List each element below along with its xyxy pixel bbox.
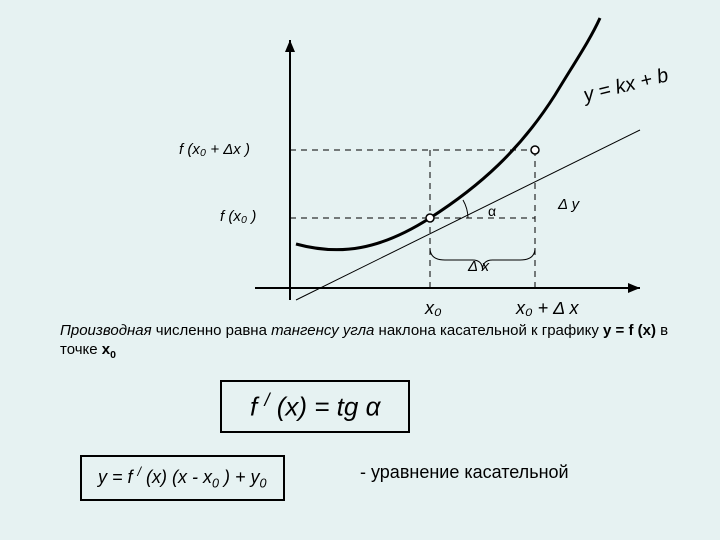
label-dx: Δ x: [468, 258, 489, 275]
caption-tangent-eq: - уравнение касательной: [360, 462, 569, 483]
label-x0: x₀: [425, 298, 442, 319]
label-dy: Δ y: [558, 196, 579, 213]
label-fx0: f (x₀ ): [220, 208, 256, 225]
label-alpha: α: [488, 203, 496, 219]
formula-derivative: f / (x) = tg α: [220, 380, 410, 433]
description-text: Производная численно равна тангенсу угла…: [60, 322, 680, 362]
label-x0dx: x₀ + Δ x: [516, 298, 579, 319]
formula-tangent: y = f / (x) (x - x0 ) + y0: [80, 455, 285, 501]
label-fx0dx: f (x₀ + Δx ): [179, 141, 250, 158]
